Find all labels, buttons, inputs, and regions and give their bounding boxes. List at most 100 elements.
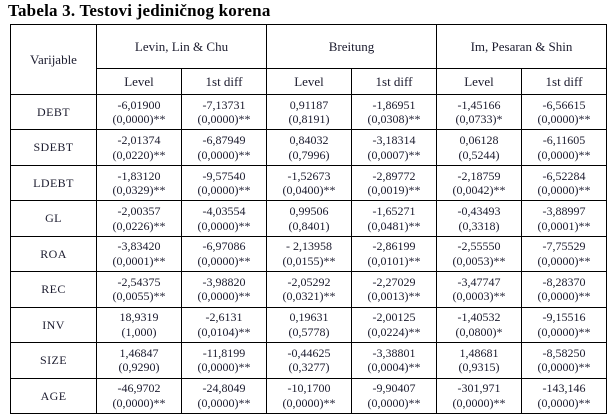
stat-cell: -8,58250 (0,0000)** xyxy=(521,342,607,379)
stat-cell: 0,84032 (0,7996) xyxy=(266,129,352,166)
p-value: (0,8191) xyxy=(288,112,330,127)
stat-cell: -2,89772 (0,0019)** xyxy=(351,164,437,202)
group-header-levin-lin-chu: Levin, Lin & Chu xyxy=(96,24,267,69)
stat-value: -1,65271 xyxy=(372,204,416,219)
p-value: (0,0053)** xyxy=(452,253,506,268)
table-row: SDEBT -2,01374 (0,0220)** -6,87949 (0,0000)*… xyxy=(10,129,607,166)
stat-cell: -143,146 (0,0000)** xyxy=(521,377,607,414)
variable-label: LDEBT xyxy=(10,164,97,202)
table-row: INV 18,9319 (1,000) -2,6131 (0,0104)** 0,1963… xyxy=(10,306,607,344)
stat-cell: - 2,13958 (0,0155)** xyxy=(266,235,352,273)
p-value: (0,0000)** xyxy=(537,147,591,162)
stat-cell: -3,47747 (0,0003)** xyxy=(436,271,522,308)
p-value: (0,3277) xyxy=(288,360,330,375)
p-value: (0,9290) xyxy=(118,360,160,375)
stat-value: -143,146 xyxy=(542,381,586,396)
stat-value: -8,58250 xyxy=(542,345,586,360)
stat-cell: -3,83420 (0,0001)** xyxy=(96,235,182,273)
stat-value: -1,45166 xyxy=(457,97,501,112)
variable-label: SDEBT xyxy=(10,129,97,166)
stat-cell: -3,38801 (0,0004)** xyxy=(351,342,437,379)
stat-cell: -1,65271 (0,0481)** xyxy=(351,200,437,237)
p-value: (0,0000)** xyxy=(197,183,251,198)
stat-value: -2,00125 xyxy=(372,310,416,325)
stat-value: -6,87949 xyxy=(202,133,246,148)
p-value: (0,5778) xyxy=(288,324,330,339)
stat-value: 0,06128 xyxy=(459,133,499,148)
table-header: Varijable Levin, Lin & Chu Breitung Im, … xyxy=(10,24,607,95)
p-value: (0,0000)** xyxy=(537,360,591,375)
p-value: (0,0003)** xyxy=(452,289,506,304)
stat-cell: -3,18314 (0,0007)** xyxy=(351,129,437,166)
stat-value: -2,05292 xyxy=(287,274,331,289)
p-value: (0,0220)** xyxy=(112,147,166,162)
p-value: (0,0101)** xyxy=(367,253,421,268)
stat-cell: -2,54375 (0,0055)** xyxy=(96,271,182,308)
stat-value: -6,97086 xyxy=(202,239,246,254)
stat-cell: -7,75529 (0,0000)** xyxy=(521,235,607,273)
p-value: (1,000) xyxy=(121,324,157,339)
stat-value: -8,28370 xyxy=(542,274,586,289)
stat-cell: 1,48681 (0,9315) xyxy=(436,342,522,379)
p-value: (0,0155)** xyxy=(282,253,336,268)
p-value: (0,0000)** xyxy=(197,253,251,268)
stat-cell: -0,43493 (0,3318) xyxy=(436,200,522,237)
stat-value: -6,56615 xyxy=(542,97,586,112)
stat-cell: -2,05292 (0,0321)** xyxy=(266,271,352,308)
stat-cell: -1,45166 (0,0733)* xyxy=(436,93,522,131)
sub-header-row: Level 1st diff Level 1st diff Level 1st … xyxy=(11,68,607,95)
p-value: (0,0000)** xyxy=(537,253,591,268)
column-header-varijable: Varijable xyxy=(10,24,97,95)
stat-value: -2,18759 xyxy=(457,168,501,183)
variable-label: AGE xyxy=(10,377,97,414)
p-value: (0,0055)** xyxy=(112,289,166,304)
p-value: (0,0000)** xyxy=(537,324,591,339)
sub-header-1st-diff: 1st diff xyxy=(351,68,437,95)
stat-value: -1,86951 xyxy=(372,97,416,112)
p-value: (0,8401) xyxy=(288,218,330,233)
p-value: (0,0321)** xyxy=(282,289,336,304)
stat-cell: -8,28370 (0,0000)** xyxy=(521,271,607,308)
stat-value: -0,44625 xyxy=(287,345,331,360)
stat-value: -1,40532 xyxy=(457,310,501,325)
stat-value: -2,6131 xyxy=(205,310,243,325)
p-value: (0,7996) xyxy=(288,147,330,162)
p-value: (0,0001)** xyxy=(537,218,591,233)
p-value: (0,0000)** xyxy=(197,360,251,375)
table-row: ROA -3,83420 (0,0001)** -6,97086 (0,0000)** -… xyxy=(10,235,607,273)
p-value: (0,0042)** xyxy=(452,183,506,198)
table-row: DEBT -6,01900 (0,0000)** -7,13731 (0,0000)**… xyxy=(10,93,607,131)
p-value: (0,0308)** xyxy=(367,112,421,127)
stat-cell: -2,6131 (0,0104)** xyxy=(181,306,267,344)
p-value: (0,0000)** xyxy=(112,112,166,127)
p-value: (0,0000)** xyxy=(537,183,591,198)
stat-cell: 1,46847 (0,9290) xyxy=(96,342,182,379)
stat-value: -3,98820 xyxy=(202,274,246,289)
stat-cell: 0,91187 (0,8191) xyxy=(266,93,352,131)
group-header-im-pesaran-shin: Im, Pesaran & Shin xyxy=(436,24,607,69)
stat-cell: 18,9319 (1,000) xyxy=(96,306,182,344)
p-value: (0,0000)** xyxy=(197,289,251,304)
stat-value: -3,83420 xyxy=(117,239,161,254)
stat-value: -11,8199 xyxy=(202,345,246,360)
stat-value: -9,90407 xyxy=(372,381,416,396)
group-header-breitung: Breitung xyxy=(266,24,437,69)
table-title: Tabela 3. Testovi jediničnog korena xyxy=(8,1,271,20)
p-value: (0,0000)** xyxy=(282,395,336,410)
stat-cell: -11,8199 (0,0000)** xyxy=(181,342,267,379)
p-value: (0,0000)** xyxy=(452,395,506,410)
p-value: (0,5244) xyxy=(458,147,500,162)
stat-value: -2,55550 xyxy=(457,239,501,254)
stat-value: -6,11605 xyxy=(542,133,586,148)
p-value: (0,3318) xyxy=(458,218,500,233)
p-value: (0,0000)** xyxy=(537,289,591,304)
stat-cell: -301,971 (0,0000)** xyxy=(436,377,522,414)
stat-value: -10,1700 xyxy=(287,381,331,396)
stat-cell: -2,86199 (0,0101)** xyxy=(351,235,437,273)
p-value: (0,0001)** xyxy=(112,253,166,268)
stat-value: -6,52284 xyxy=(542,168,586,183)
stat-cell: -9,57540 (0,0000)** xyxy=(181,164,267,202)
p-value: (0,0000)** xyxy=(537,395,591,410)
stat-value: -9,57540 xyxy=(202,168,246,183)
stat-cell: -7,13731 (0,0000)** xyxy=(181,93,267,131)
